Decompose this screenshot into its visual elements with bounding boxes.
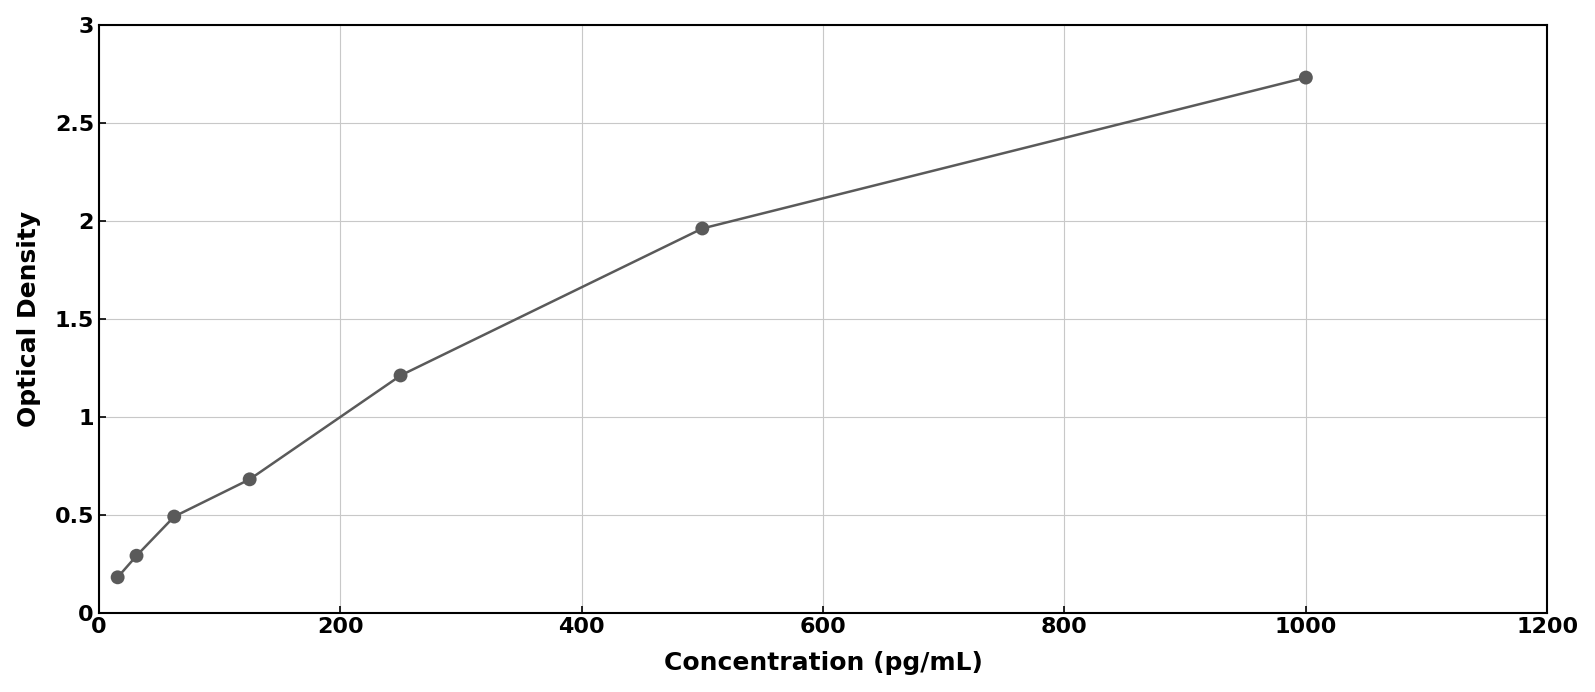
Point [238, 474, 263, 485]
Point [388, 370, 413, 381]
X-axis label: Concentration (pg/mL): Concentration (pg/mL) [664, 651, 983, 675]
Y-axis label: Optical Density: Optical Density [16, 210, 40, 427]
Point [1294, 72, 1319, 83]
Point [161, 511, 187, 522]
Point [689, 223, 715, 234]
Point [105, 572, 131, 583]
Point [124, 550, 150, 561]
